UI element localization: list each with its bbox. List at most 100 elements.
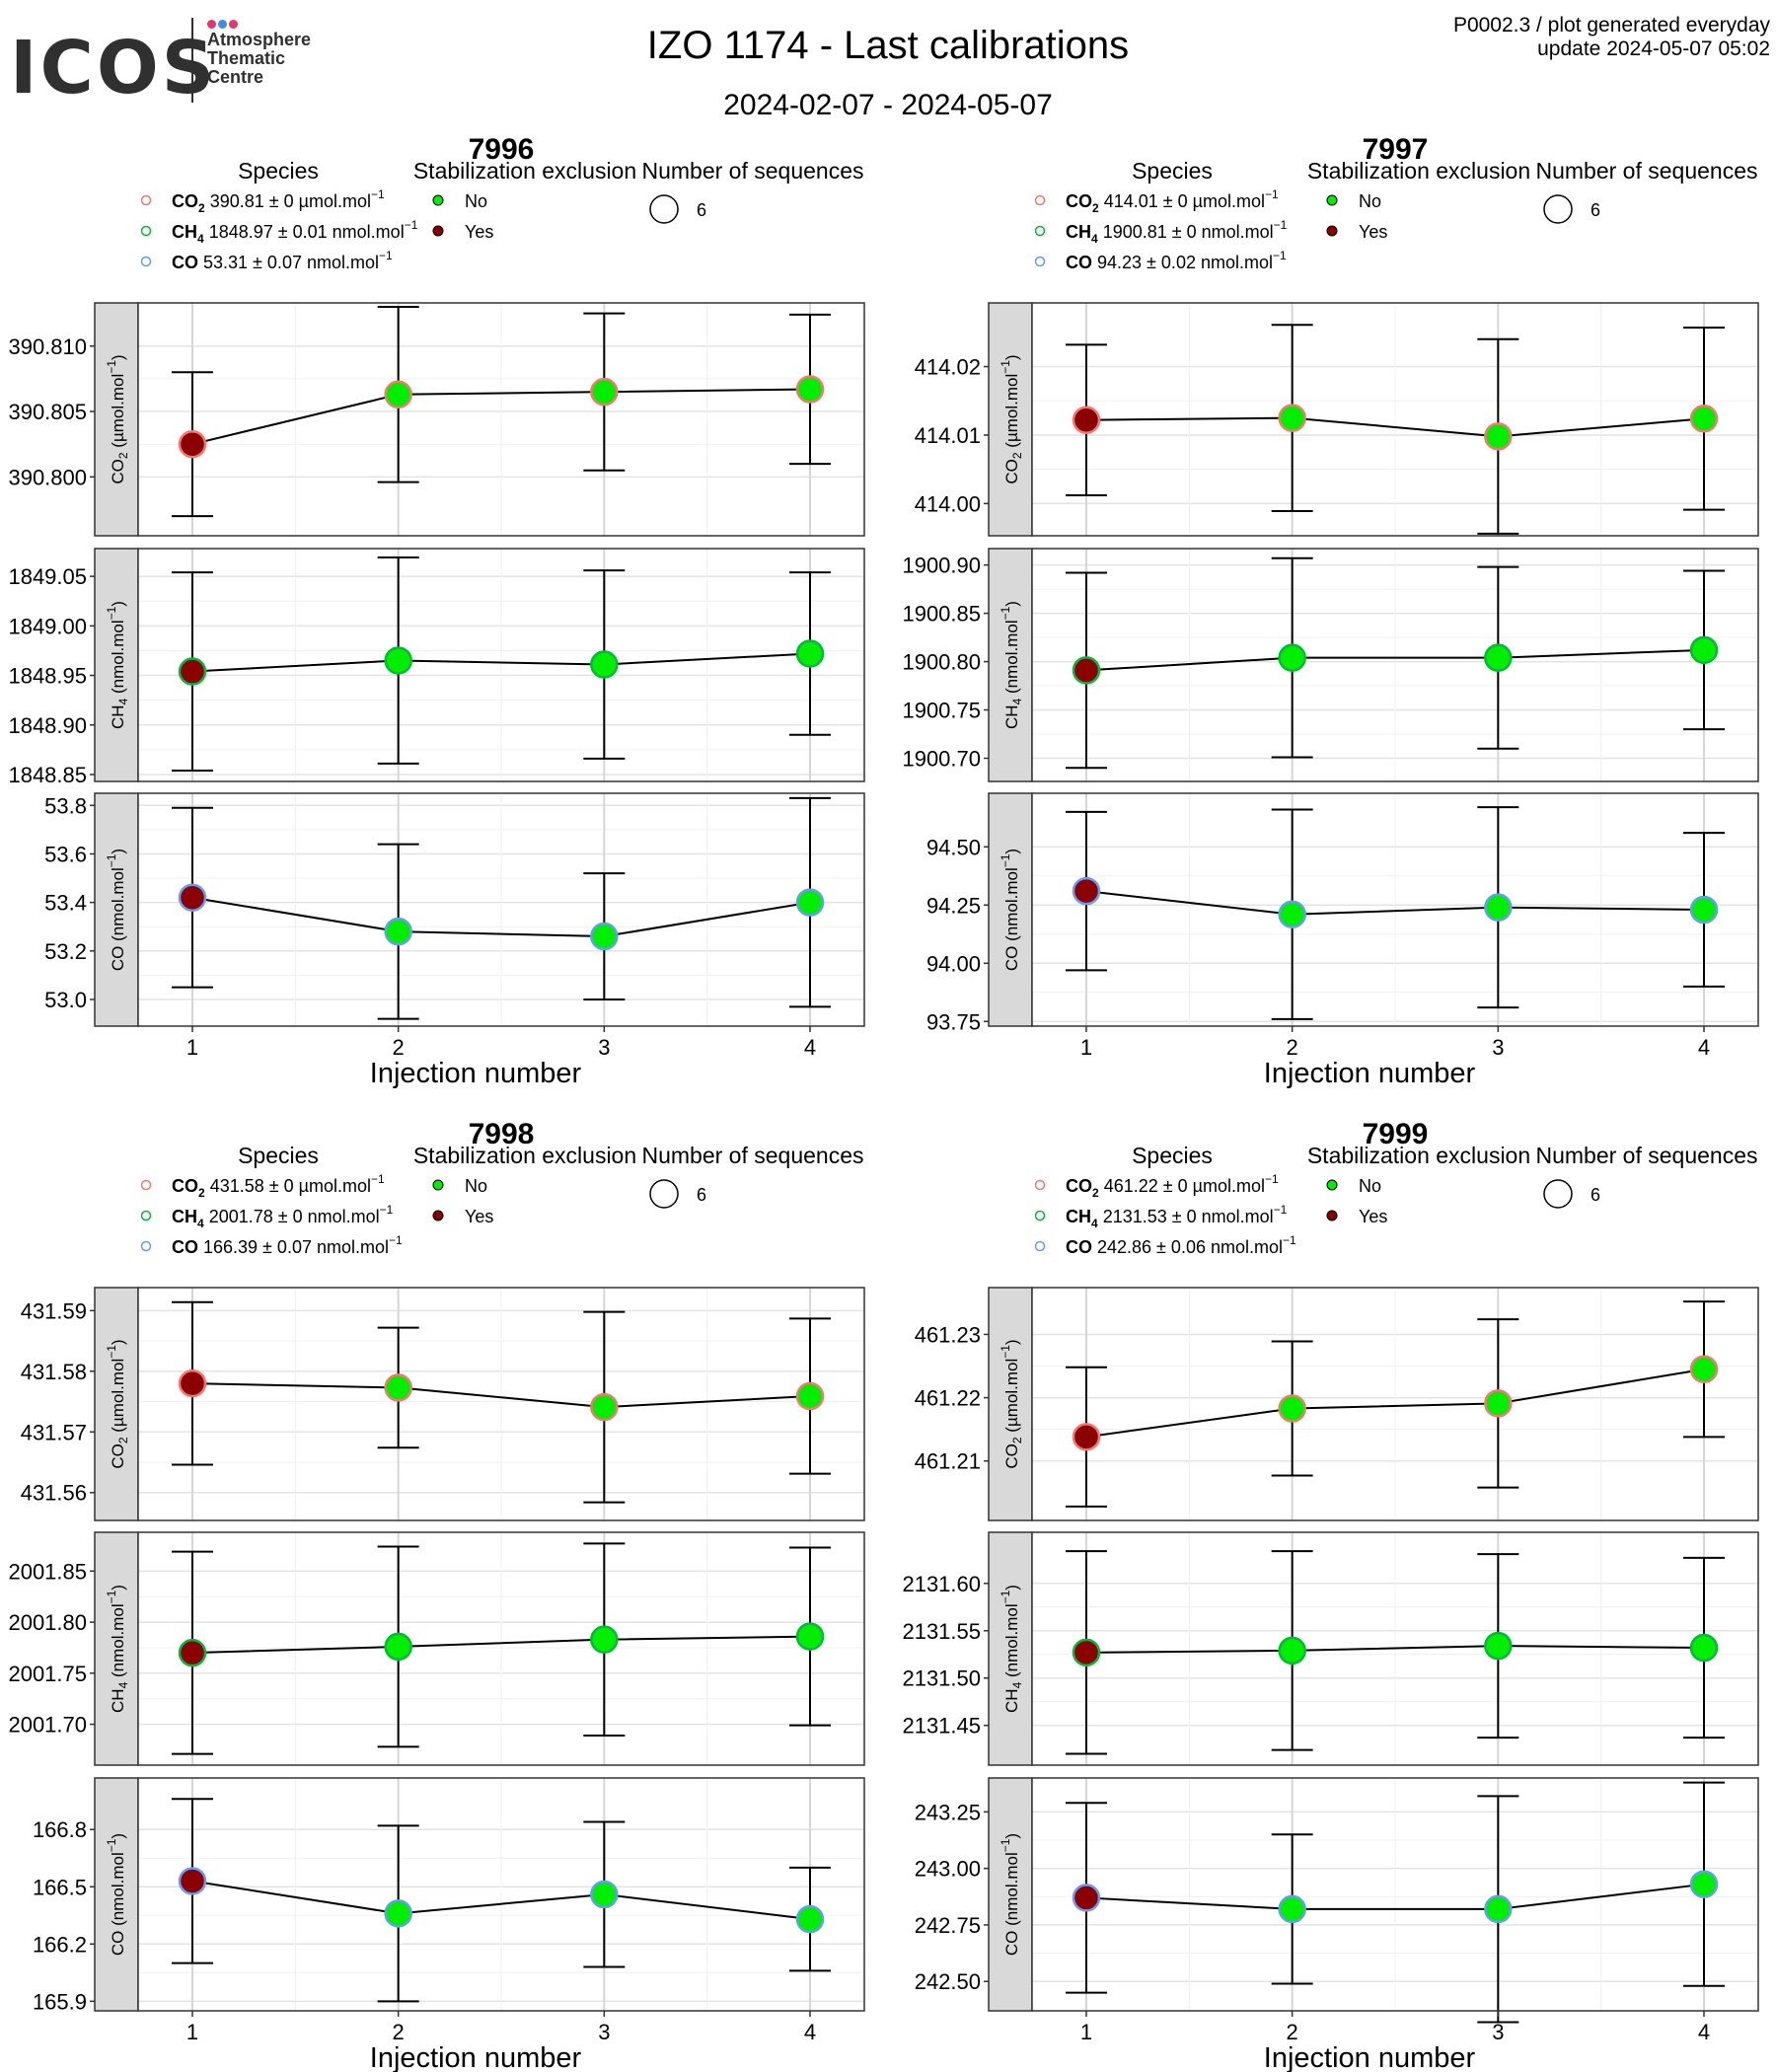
panel-CO2: CO2 (µmol.mol−1) 414.00 414.01 414.02: [915, 302, 1759, 537]
data-point: [178, 883, 207, 912]
panel-border: [1031, 1287, 1759, 1521]
legend-species-entry: CH4 1900.81 ± 0 nmol.mol−1: [1066, 218, 1288, 246]
panel-CH4: CH4 (nmol.mol−1) 2001.70 2001.75 2001.80 200…: [8, 1531, 865, 1766]
data-point: [1278, 1394, 1306, 1423]
data-point: [384, 1373, 412, 1402]
panel-CO: CO (nmol.mol−1) 53.0 53.2 53.4 53.6 53.8: [44, 792, 865, 1027]
data-point: [1484, 1894, 1513, 1924]
panel-strip-label: CO2 (µmol.mol−1): [999, 354, 1024, 483]
logo-dots: [207, 16, 240, 34]
data-point: [178, 1638, 207, 1667]
legend-nseq-title: Number of sequences: [1535, 1143, 1757, 1168]
data-point: [795, 888, 825, 917]
panel-strip: [988, 548, 1033, 782]
data-point: [178, 429, 207, 459]
chart-title: 7998: [469, 1118, 535, 1150]
y-tick-label: 242.50: [915, 1969, 981, 1994]
legend-species-key: [1034, 1240, 1046, 1252]
y-tick-label: 53.8: [44, 793, 87, 818]
y-tick-label: 2131.55: [902, 1619, 981, 1644]
panel-CH4: CH4 (nmol.mol−1) 2131.45 2131.50 2131.55 213…: [902, 1531, 1759, 1766]
legend-species-key: [1034, 1179, 1046, 1191]
legend-stab-title: Stabilization exclusion: [413, 1143, 636, 1168]
data-point: [384, 917, 412, 946]
x-tick-label: 1: [1080, 2020, 1092, 2044]
legend-stab-key: [1326, 1210, 1338, 1221]
panel-strip-label: CO (nmol.mol−1): [105, 1833, 127, 1956]
legend-stab-label: No: [465, 1176, 487, 1196]
data-point: [1072, 1423, 1101, 1451]
chart-7998: 7998 Species Stabilization exclusion Number…: [8, 1118, 865, 2072]
y-tick-label: 2001.85: [8, 1559, 87, 1584]
y-tick-label: 53.6: [44, 842, 87, 866]
legend-stab-label: Yes: [465, 1207, 493, 1226]
y-tick-label: 1900.70: [902, 746, 981, 771]
panel-border: [1031, 302, 1759, 537]
chart-title: 7996: [469, 133, 535, 166]
panel-border: [137, 792, 865, 1027]
legend-nseq-key: [1543, 194, 1573, 224]
legend-stab-title: Stabilization exclusion: [1307, 1143, 1530, 1168]
legend-stab-key: [1326, 194, 1338, 206]
legend-stab-title: Stabilization exclusion: [1307, 158, 1530, 184]
y-tick-label: 2131.50: [902, 1666, 981, 1691]
panel-strip: [988, 1287, 1033, 1521]
panel-strip-label: CO2 (µmol.mol−1): [999, 1339, 1024, 1468]
x-tick-label: 1: [186, 1035, 198, 1060]
data-point: [590, 1880, 619, 1909]
legend-nseq-title: Number of sequences: [641, 158, 863, 184]
y-tick-label: 2131.45: [902, 1714, 981, 1739]
legend-species-key: [1034, 256, 1046, 267]
series-line: [191, 652, 811, 673]
legend-stab-label: No: [1359, 191, 1381, 211]
panel-CO2: CO2 (µmol.mol−1) 461.21 461.22 461.23: [915, 1287, 1759, 1521]
y-tick-label: 2001.80: [8, 1610, 87, 1635]
legend-stab-label: Yes: [1359, 1207, 1387, 1226]
panel-CO2: CO2 (µmol.mol−1) 390.800 390.805 390.810: [8, 302, 865, 537]
x-tick-label: 1: [1080, 1035, 1092, 1060]
legend-species-entry: CO 94.23 ± 0.02 nmol.mol−1: [1066, 249, 1287, 272]
y-tick-label: 431.57: [21, 1420, 87, 1444]
panel-strip: [988, 1777, 1033, 2012]
y-tick-label: 431.56: [21, 1481, 87, 1506]
y-tick-label: 1849.00: [8, 614, 87, 638]
y-tick-label: 414.02: [915, 355, 981, 380]
x-axis-label: Injection number: [1264, 2042, 1476, 2072]
data-point: [1072, 876, 1101, 906]
y-tick-label: 1900.85: [902, 602, 981, 627]
legend-stab-label: No: [1359, 1176, 1381, 1196]
legend-species-entry: CH4 2001.78 ± 0 nmol.mol−1: [172, 1203, 394, 1230]
legend-nseq-title: Number of sequences: [641, 1143, 863, 1168]
data-point: [1278, 1894, 1306, 1924]
series-line: [191, 896, 811, 938]
data-point: [795, 1622, 825, 1651]
panel-CH4: CH4 (nmol.mol−1) 1848.85 1848.90 1848.95 184…: [8, 548, 865, 787]
y-tick-label: 431.58: [21, 1360, 87, 1384]
y-tick-label: 94.25: [926, 893, 981, 918]
legend-nseq-title: Number of sequences: [1535, 158, 1757, 184]
panel-strip: [988, 302, 1033, 537]
x-tick-label: 2: [1287, 1035, 1298, 1060]
data-point: [1689, 1633, 1719, 1663]
legend-species-entry: CO 242.86 ± 0.06 nmol.mol−1: [1066, 1233, 1296, 1257]
legend-stab-key: [432, 1179, 444, 1191]
panel-CO: CO (nmol.mol−1) 93.75 94.00 94.25 94.50: [926, 792, 1759, 1034]
legend-species-key: [140, 1210, 152, 1221]
y-tick-label: 431.59: [21, 1298, 87, 1323]
chart-title: 7997: [1363, 133, 1429, 166]
x-axis-label: Injection number: [1264, 1058, 1476, 1089]
panel-strip: [94, 302, 139, 537]
panel-strip-label: CO2 (µmol.mol−1): [105, 354, 130, 483]
legend-species-key: [140, 225, 152, 237]
y-tick-label: 243.00: [915, 1857, 981, 1882]
series-line: [1085, 648, 1705, 672]
series-line: [1085, 1883, 1705, 1910]
y-tick-label: 2001.75: [8, 1662, 87, 1686]
legend-stab-key: [1326, 225, 1338, 237]
legend-nseq-key: [649, 1179, 679, 1209]
legend-species-title: Species: [238, 158, 319, 184]
legend-stab-label: Yes: [1359, 222, 1387, 242]
legend-stab-key: [432, 225, 444, 237]
legend-species-title: Species: [1132, 158, 1213, 184]
